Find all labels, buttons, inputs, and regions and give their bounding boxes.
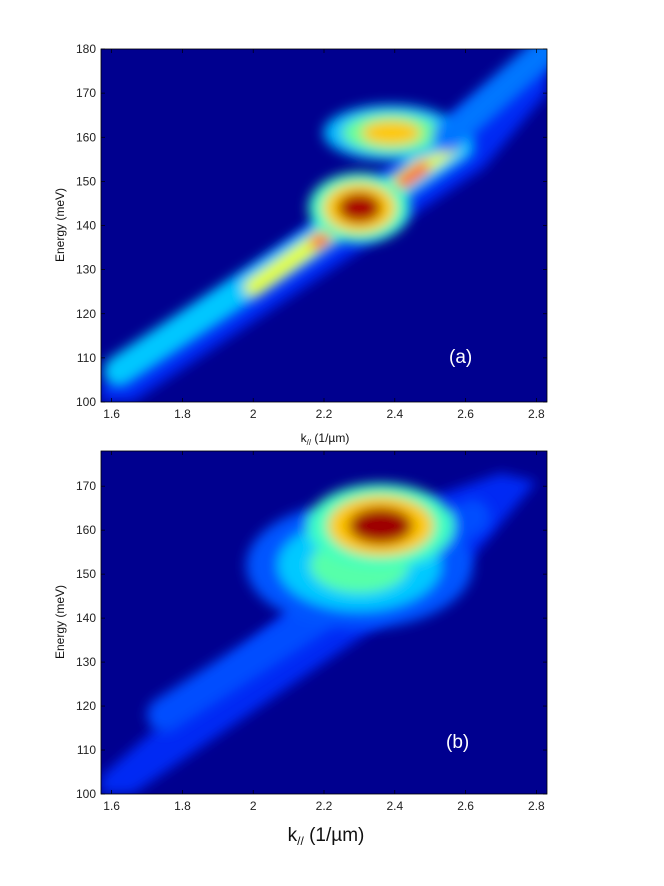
y-tick-label-b-1: 110 <box>77 743 96 757</box>
y-axis-label-a: Energy (meV) <box>53 188 67 262</box>
y-tick-label-a-7: 170 <box>76 86 96 100</box>
y-tick-label-a-5: 150 <box>76 174 96 188</box>
y-tick-label-b-3: 130 <box>76 655 96 669</box>
y-tick-label-a-4: 140 <box>76 219 96 233</box>
x-tick-label-b-1: 1.8 <box>174 799 191 813</box>
y-axis-label-b: Energy (meV) <box>53 585 67 659</box>
x-tick-label-b-3: 2.2 <box>316 799 333 813</box>
y-tick-label-a-0: 100 <box>76 395 96 409</box>
x-tick-label-b-5: 2.6 <box>457 799 474 813</box>
heatmap-b <box>101 473 537 794</box>
x-tick-label-a-0: 1.6 <box>103 407 120 421</box>
x-axis-label-a-base: k <box>301 431 308 445</box>
x-axis-label-a-unit: (1/µm) <box>311 431 349 445</box>
spot-b-2-2 <box>348 507 413 545</box>
x-tick-label-b-0: 1.6 <box>103 799 120 813</box>
x-axis-label-b-unit: (1/µm) <box>304 825 365 846</box>
panel-b: 1.6 1.8 2 2.2 2.4 2.6 2.8 100 110 120 130 140 150 160… <box>53 450 548 848</box>
x-tick-label-a-5: 2.6 <box>457 407 474 421</box>
y-tick-label-b-7: 170 <box>76 479 96 493</box>
x-axis-label-b: k// (1/µm) <box>288 825 365 848</box>
y-tick-label-b-4: 140 <box>76 611 96 625</box>
panel-label-b: (b) <box>446 732 469 753</box>
y-tick-label-a-3: 130 <box>76 263 96 277</box>
y-tick-label-b-0: 100 <box>76 787 96 801</box>
heatmap-layer-a <box>101 49 547 402</box>
spot-a-3-2 <box>337 192 382 224</box>
x-tick-label-a-2: 2 <box>250 407 257 421</box>
features-a <box>103 49 547 387</box>
x-tick-label-b-2: 2 <box>250 799 257 813</box>
y-tick-label-a-1: 110 <box>77 351 96 365</box>
x-axis-label-b-sub: // <box>297 834 304 848</box>
heatmap-layer-b <box>101 473 537 794</box>
panel-label-a: (a) <box>449 347 472 368</box>
panel-a: 1.6 1.8 2 2.2 2.4 2.6 2.8 100 110 120 130 140 150 160… <box>53 42 548 447</box>
x-axis-label-a-sub: // <box>307 438 312 447</box>
y-tick-label-a-2: 120 <box>76 307 96 321</box>
x-axis-label-b-base: k <box>288 825 298 846</box>
x-tick-label-b-6: 2.8 <box>528 799 545 813</box>
x-tick-label-a-1: 1.8 <box>174 407 191 421</box>
y-tick-label-b-6: 160 <box>76 523 96 537</box>
x-axis-label-a: k// (1/µm) <box>301 431 350 447</box>
y-tick-label-b-5: 150 <box>76 567 96 581</box>
y-tick-label-a-8: 180 <box>76 42 96 56</box>
y-tick-label-a-6: 160 <box>76 130 96 144</box>
axes-a: 1.6 1.8 2 2.2 2.4 2.6 2.8 100 110 120 130 140 150 160… <box>76 42 547 421</box>
x-tick-label-a-6: 2.8 <box>528 407 545 421</box>
x-tick-label-a-4: 2.4 <box>386 407 403 421</box>
y-tick-label-b-2: 120 <box>76 699 96 713</box>
x-tick-label-a-3: 2.2 <box>316 407 333 421</box>
x-tick-label-b-4: 2.4 <box>386 799 403 813</box>
band-a-5 <box>432 49 547 153</box>
axes-b: 1.6 1.8 2 2.2 2.4 2.6 2.8 100 110 120 130 140 150 160… <box>76 451 547 813</box>
features-b <box>147 483 491 733</box>
spot-a-4-2 <box>361 120 421 146</box>
heatmap-a <box>101 49 547 402</box>
